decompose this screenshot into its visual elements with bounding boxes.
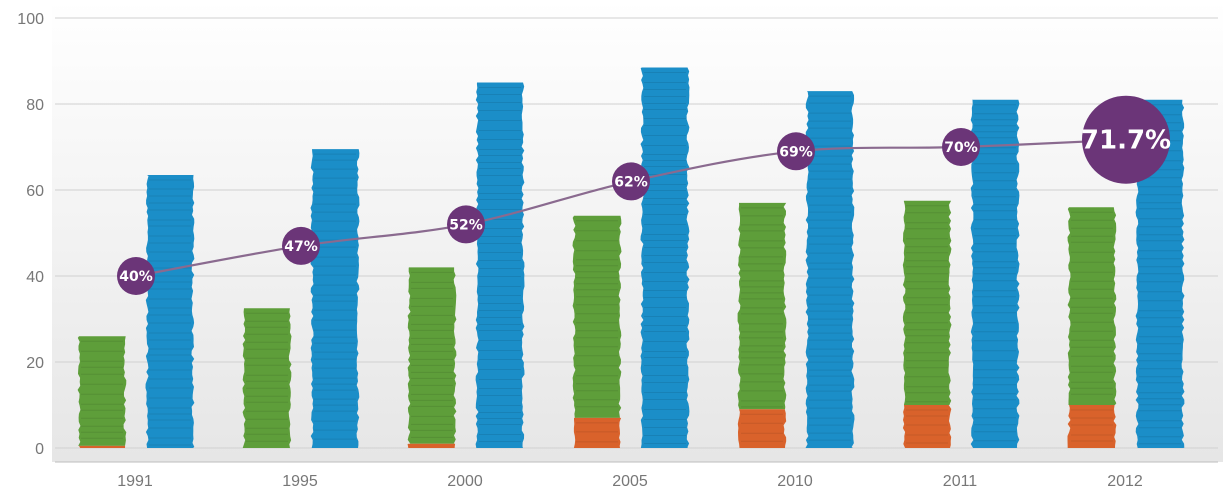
bar-blue-1991 (145, 174, 195, 448)
x-tick-label: 2012 (1107, 473, 1143, 490)
bar-green-2005 (572, 215, 622, 418)
data-label: 70% (944, 140, 978, 156)
y-tick-label: 60 (26, 183, 44, 200)
bar-green-1991 (77, 336, 127, 446)
data-point-bubble (1082, 95, 1170, 184)
bar-blue-2000 (475, 82, 525, 448)
data-label: 40% (119, 269, 153, 285)
plot-background (52, 0, 1223, 462)
data-label: 71.7% (1081, 126, 1171, 156)
bar-blue-2011 (970, 99, 1020, 448)
x-tick-label: 2005 (612, 473, 648, 490)
data-label: 69% (779, 144, 813, 160)
x-tick-label: 2010 (777, 473, 813, 490)
bar-orange-2005 (573, 417, 622, 448)
y-tick-label: 0 (35, 441, 44, 458)
x-tick-label: 1991 (117, 473, 153, 490)
bar-green-2012 (1067, 207, 1117, 405)
data-label: 52% (449, 217, 483, 233)
y-tick-label: 20 (26, 355, 44, 372)
x-tick-label: 2011 (943, 473, 978, 490)
bar-orange-2011 (902, 405, 952, 448)
data-point-bubble (777, 132, 815, 171)
data-point-bubble (612, 162, 650, 201)
bar-green-2011 (902, 200, 952, 405)
bar-orange-2012 (1067, 405, 1117, 448)
bar-green-1995 (242, 308, 292, 448)
data-label: 62% (614, 174, 648, 190)
data-point-bubble (282, 226, 320, 265)
data-point-bubble (942, 128, 980, 166)
bar-blue-2012 (1135, 99, 1185, 448)
x-tick-label: 2000 (447, 473, 483, 490)
y-tick-label: 40 (26, 269, 44, 286)
bar-orange-1991 (79, 445, 126, 448)
data-label: 47% (284, 239, 318, 255)
bar-blue-2005 (640, 67, 690, 449)
x-tick-label: 1995 (282, 473, 318, 490)
bar-green-2000 (407, 267, 457, 444)
bar-orange-2000 (407, 443, 456, 448)
data-point-bubble (117, 257, 155, 295)
bar-blue-2010 (805, 91, 855, 448)
bar-blue-1995 (310, 149, 360, 448)
y-tick-label: 100 (17, 11, 44, 28)
data-point-bubble (447, 205, 485, 244)
bar-green-2010 (737, 202, 787, 410)
y-tick-label: 80 (26, 97, 44, 114)
bar-orange-2010 (737, 409, 787, 448)
